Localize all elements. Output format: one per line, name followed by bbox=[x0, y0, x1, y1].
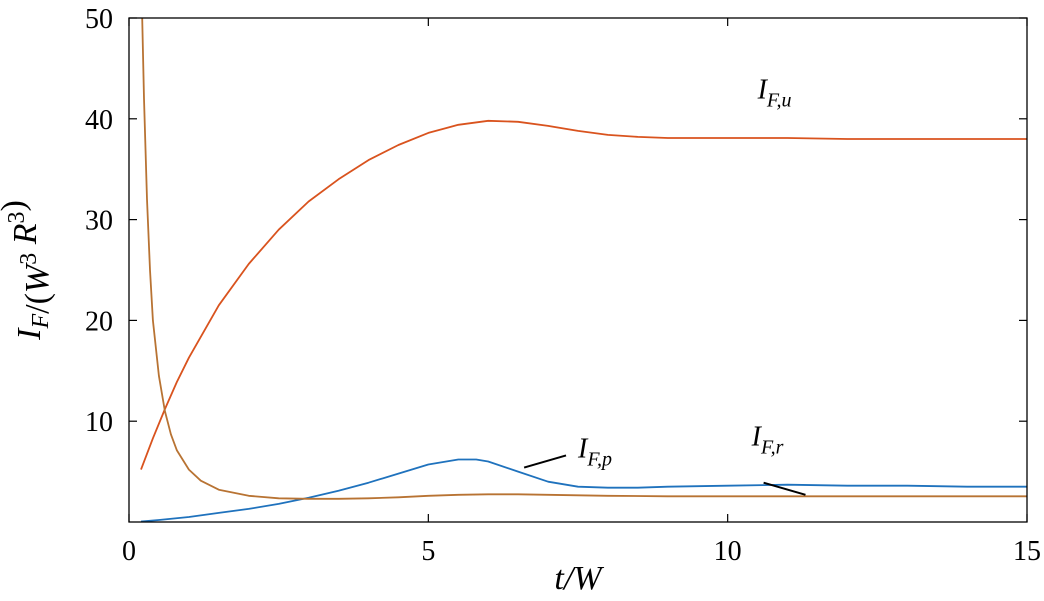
series-line-i-f-r bbox=[141, 18, 1027, 500]
x-axis-label: t/W bbox=[554, 560, 604, 597]
x-tick-label: 10 bbox=[714, 536, 742, 567]
x-tick-label: 15 bbox=[1013, 536, 1041, 567]
y-axis-label: IF/(W3 R3) bbox=[0, 200, 56, 341]
plot-frame bbox=[128, 17, 1028, 523]
y-tick-label: 50 bbox=[85, 4, 113, 35]
annotation-leader-f-r bbox=[763, 481, 806, 496]
tick-layer: 0 5 10 15 10 20 30 40 50 bbox=[85, 4, 1041, 567]
y-tick-label: 20 bbox=[85, 306, 113, 337]
y-tick-label: 40 bbox=[85, 105, 113, 136]
x-tick-label: 5 bbox=[421, 536, 435, 567]
x-tick-label: 0 bbox=[122, 536, 136, 567]
annotation-label-f-u: IF,u bbox=[757, 75, 792, 112]
series-line-i-f-p bbox=[140, 458, 1027, 522]
y-tick-label: 30 bbox=[85, 206, 113, 237]
annotation-label-f-p: IF,p bbox=[577, 433, 612, 470]
series-layer bbox=[140, 18, 1027, 522]
y-tick-label: 10 bbox=[85, 407, 113, 438]
annotation-label-f-r: IF,r bbox=[751, 421, 784, 458]
series-line-i-f-u bbox=[140, 119, 1027, 470]
annotation-leader-f-p bbox=[523, 454, 567, 469]
annotation-layer: IF,u IF,p IF,r bbox=[523, 75, 806, 496]
